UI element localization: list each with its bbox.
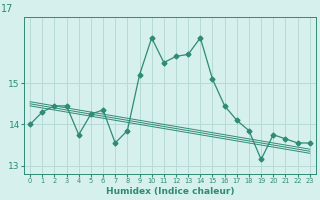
X-axis label: Humidex (Indice chaleur): Humidex (Indice chaleur)	[106, 187, 234, 196]
Text: 17: 17	[1, 4, 13, 14]
